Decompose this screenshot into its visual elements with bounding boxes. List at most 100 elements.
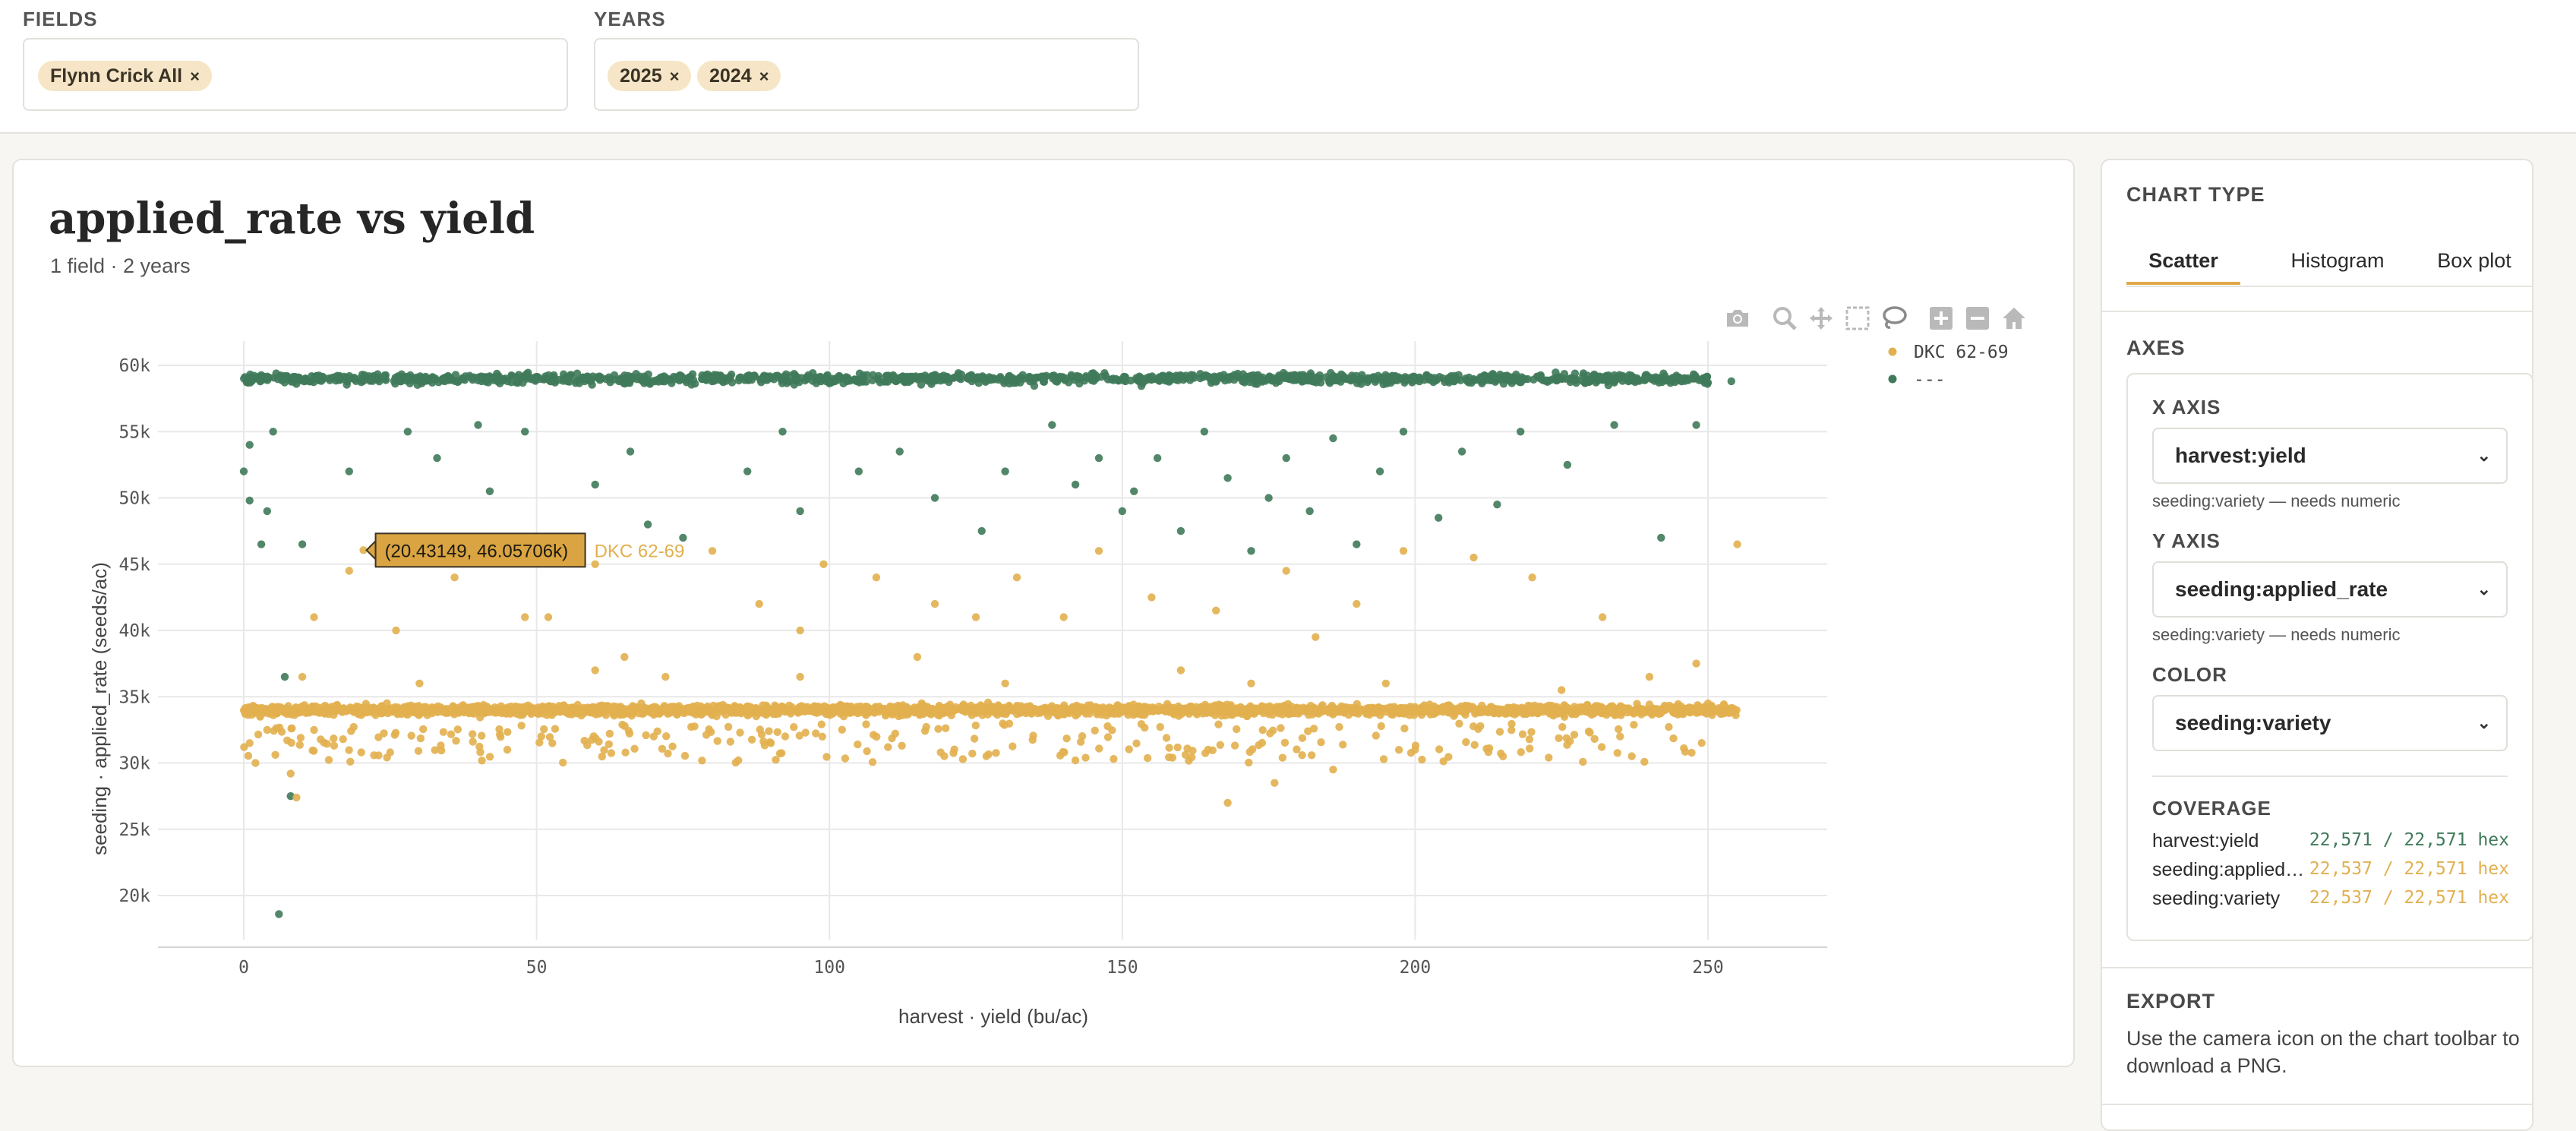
year-chip[interactable]: 2025 ×: [608, 61, 692, 91]
data-point: [1631, 374, 1639, 382]
camera-icon[interactable]: [1722, 303, 1753, 333]
tab-histogram[interactable]: Histogram: [2290, 249, 2385, 272]
data-point: [1059, 747, 1067, 757]
data-point: [826, 379, 834, 387]
data-point: [591, 480, 599, 489]
data-point: [1570, 731, 1579, 739]
zoom-in-icon[interactable]: [1926, 303, 1956, 333]
data-point: [838, 725, 847, 734]
data-point: [841, 754, 850, 763]
data-point: [578, 707, 586, 716]
data-point: [1196, 374, 1204, 383]
y-axis-select[interactable]: seeding:applied_rate ⌄: [2152, 561, 2508, 618]
section-divider: [2102, 967, 2532, 968]
data-point: [410, 376, 419, 384]
data-point: [1610, 421, 1618, 429]
data-point: [1435, 745, 1444, 753]
data-point: [1266, 729, 1274, 738]
data-point: [1264, 494, 1273, 502]
chip-remove-icon[interactable]: ×: [759, 67, 769, 86]
data-point: [661, 672, 670, 681]
data-point: [1247, 679, 1255, 687]
fields-multiselect[interactable]: Flynn Crick All ×: [23, 38, 568, 111]
data-point: [657, 707, 665, 716]
data-point: [1414, 706, 1423, 716]
data-point: [501, 374, 510, 383]
data-point: [1258, 738, 1267, 747]
data-point: [1502, 708, 1511, 716]
scatter-plot[interactable]: 0 50 100 150 200 250 20k 25k 30k 35k 40k 45k 50k 55k 6…: [14, 160, 2073, 1066]
data-point: [919, 709, 927, 717]
coverage-row-name: seeding:variety: [2152, 888, 2281, 909]
data-point: [478, 731, 486, 740]
data-point: [1039, 378, 1048, 386]
data-point: [589, 732, 598, 741]
data-point: [874, 374, 882, 383]
data-point: [1230, 741, 1239, 750]
data-point: [345, 567, 353, 575]
data-point: [345, 467, 353, 475]
data-point: [1645, 373, 1653, 381]
years-multiselect[interactable]: 2025 × 2024 ×: [594, 38, 1139, 111]
color-select[interactable]: seeding:variety ⌄: [2152, 695, 2508, 751]
data-point: [873, 732, 881, 741]
data-point: [930, 599, 939, 608]
tab-scatter[interactable]: Scatter: [2126, 238, 2240, 285]
data-point: [944, 374, 953, 383]
data-point: [339, 735, 347, 744]
y-tick-label: 60k: [118, 356, 150, 376]
data-point: [872, 573, 881, 582]
box-select-icon[interactable]: [1842, 303, 1873, 333]
data-point: [1324, 706, 1333, 714]
data-point: [485, 753, 494, 761]
pan-icon[interactable]: [1806, 303, 1836, 333]
data-point: [744, 706, 753, 714]
data-point: [1387, 375, 1395, 384]
home-icon[interactable]: [1999, 303, 2029, 333]
data-point: [245, 374, 254, 383]
data-point: [1176, 526, 1185, 535]
data-point: [984, 375, 993, 384]
data-point: [1512, 370, 1520, 379]
data-point: [1205, 374, 1214, 383]
data-point: [263, 725, 271, 735]
data-point: [380, 371, 389, 380]
data-point: [1137, 382, 1146, 390]
data-point: [775, 706, 784, 716]
data-point: [1429, 375, 1438, 384]
data-point: [1555, 734, 1563, 742]
data-point: [251, 759, 260, 767]
chip-remove-icon[interactable]: ×: [669, 67, 680, 86]
data-point: [257, 540, 266, 548]
lasso-icon[interactable]: [1879, 303, 1909, 333]
data-point: [1558, 722, 1567, 731]
data-point: [524, 368, 532, 377]
data-point: [1247, 547, 1255, 555]
data-point: [1304, 375, 1312, 384]
data-point: [1037, 706, 1046, 714]
year-chip[interactable]: 2024 ×: [697, 61, 781, 91]
zoom-out-icon[interactable]: [1962, 303, 1993, 333]
data-point: [1168, 753, 1177, 762]
data-point: [1464, 702, 1473, 710]
data-point: [240, 743, 248, 751]
x-axis-select[interactable]: harvest:yield ⌄: [2152, 428, 2508, 484]
data-point: [584, 376, 592, 384]
data-point: [1517, 428, 1525, 436]
data-point: [595, 376, 605, 384]
data-point: [1339, 371, 1347, 380]
data-point: [334, 703, 343, 712]
field-chip[interactable]: Flynn Crick All ×: [38, 61, 212, 91]
chart-title: applied_rate vs yield: [49, 194, 535, 244]
zoom-icon[interactable]: [1769, 303, 1800, 333]
chevron-down-icon: ⌄: [2477, 713, 2491, 732]
chip-remove-icon[interactable]: ×: [190, 67, 200, 86]
data-point: [1233, 725, 1241, 734]
tab-box-plot[interactable]: Box plot: [2437, 249, 2511, 272]
data-point: [453, 725, 462, 734]
data-point: [742, 374, 750, 382]
data-point: [764, 373, 773, 382]
fields-filter: FIELDS Flynn Crick All ×: [23, 0, 570, 122]
data-point: [403, 428, 412, 436]
data-point: [1732, 706, 1741, 715]
